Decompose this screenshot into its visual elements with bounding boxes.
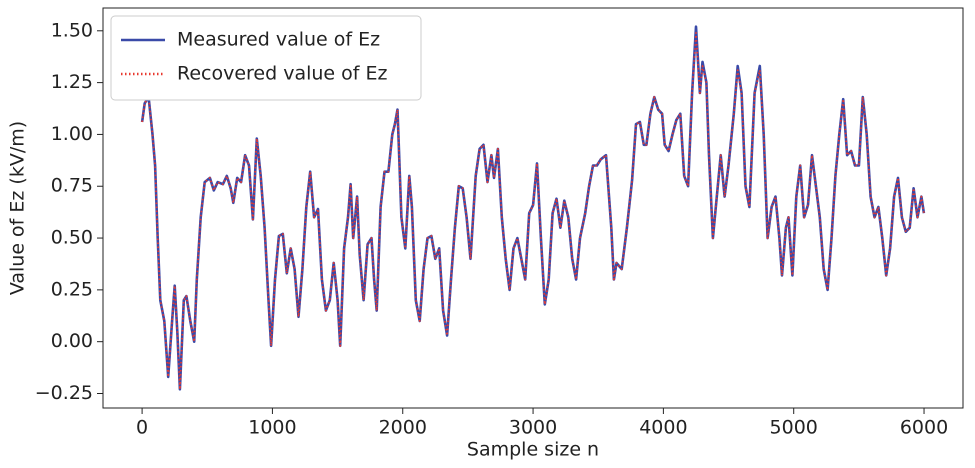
x-tick-label: 2000 [379,417,427,439]
y-tick-label: 0.25 [51,278,93,300]
y-tick-label: 0.00 [51,330,93,352]
legend-box [110,15,422,101]
legend-label: Measured value of Ez [177,29,380,51]
y-axis-label: Value of Ez (kV/m) [7,121,29,295]
y-tick-label: 1.50 [51,19,93,41]
y-tick-label: 0.50 [51,227,93,249]
y-tick-label: 1.00 [51,123,93,145]
x-tick-label: 5000 [770,417,818,439]
x-tick-label: 3000 [509,417,557,439]
legend-label: Recovered value of Ez [177,63,388,85]
x-axis-label: Sample size n [467,439,599,461]
series-line [140,25,926,391]
x-tick-label: 1000 [248,417,296,439]
plot-frame [102,7,964,409]
x-tick-label: 6000 [900,417,948,439]
y-tick-label: −0.25 [35,382,93,404]
x-tick-label: 0 [136,417,148,439]
y-tick-label: 0.75 [51,175,93,197]
x-tick-label: 4000 [639,417,687,439]
y-tick-label: 1.25 [51,71,93,93]
